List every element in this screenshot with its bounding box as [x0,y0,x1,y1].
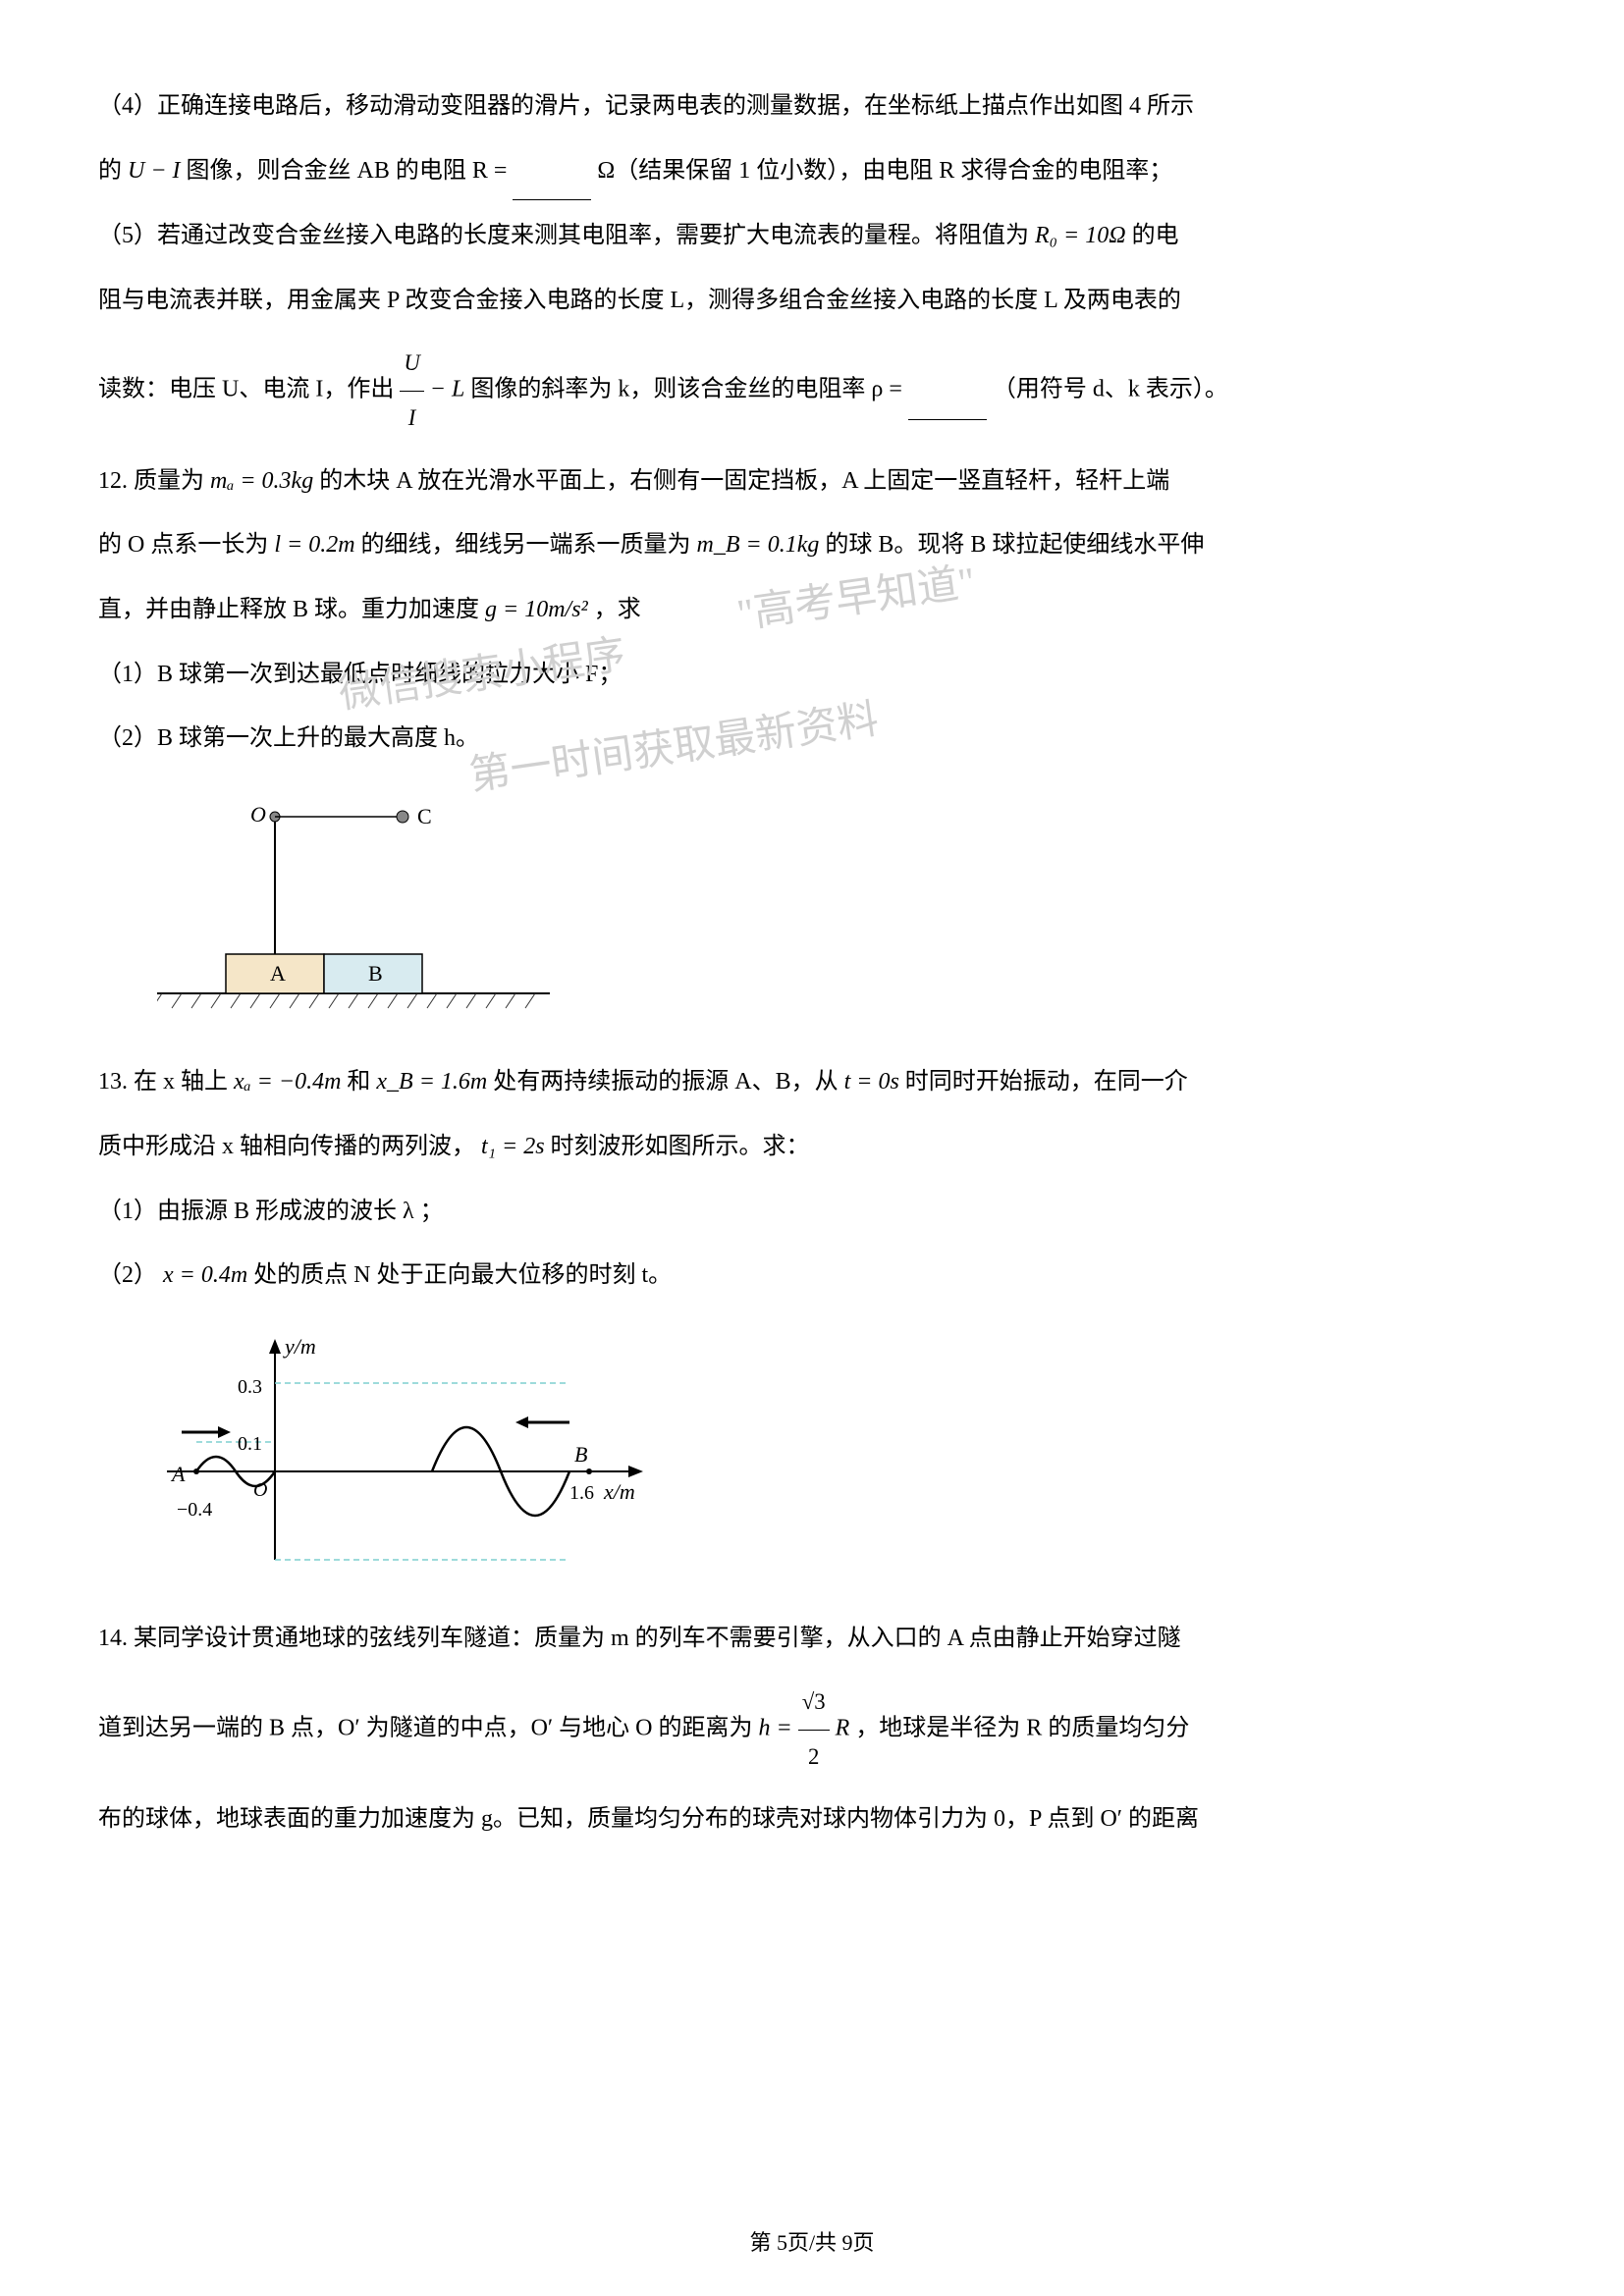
page-footer: 第 5页/共 9页 [0,2225,1624,2257]
q11-blank-R [513,143,591,201]
q13-A: A [170,1462,186,1486]
q13-xlabel: x/m [603,1479,635,1504]
q11-p5-line2: 阻与电流表并联，用金属夹 P 改变合金接入电路的长度 L，测得多组合金丝接入电路… [98,273,1526,330]
q12-p1a: 12. 质量为 [98,468,204,494]
q13-p2b: 时刻波形如图所示。求： [551,1134,810,1159]
q13-tick03: 0.3 [238,1376,262,1398]
q11-frac-den: I [400,392,423,446]
q12-sub1: （1）B 球第一次到达最低点时细线的拉力大小 F； [98,647,1526,704]
q12-p3a: 直，并由静止释放 B 球。重力加速度 [98,597,479,622]
q11-p4-line1: （4）正确连接电路后，移动滑动变阻器的滑片，记录两电表的测量数据，在坐标纸上描点… [98,79,1526,135]
q12-p2b: 的细线，细线另一端系一质量为 [361,532,691,558]
q11-ui-label: U − I [128,158,181,184]
q13-xA: xₐ = −0.4m [234,1069,341,1095]
q13-xn04: −0.4 [177,1499,212,1521]
q11-p4-c: 图像，则合金丝 AB 的电阻 R = [187,158,508,184]
q13-x16: 1.6 [569,1482,594,1504]
q13-svg: y/m x/m 0.3 0.1 O −0.4 1.6 A B [157,1324,668,1570]
q13-sub2a: （2） [98,1262,157,1288]
q12-l: l = 0.2m [274,532,354,558]
q12-p2c: 的球 B。现将 B 球拉起使细线水平伸 [825,532,1204,558]
q13-sub2: （2） x = 0.4m 处的质点 N 处于正向最大位移的时刻 t。 [98,1248,1526,1305]
q12-p2a: 的 O 点系一长为 [98,532,268,558]
q14-frac: √3 2 [798,1676,830,1784]
q14-line1: 14. 某同学设计贯通地球的弦线列车隧道：质量为 m 的列车不需要引擎，从入口的… [98,1611,1526,1668]
q12-label-B: B [368,961,383,986]
q13-ylabel: y/m [283,1334,316,1359]
q14-frac-num: √3 [798,1676,830,1731]
q11-p5-e: 图像的斜率为 k，则该合金丝的电阻率 ρ = [470,377,902,402]
q12-p3b: ，求 [594,597,641,622]
q13-p2a: 质中形成沿 x 轴相向传播的两列波， [98,1134,475,1159]
q12-mA: mₐ = 0.3kg [210,468,313,494]
q11-p4-b: 的 [98,158,122,184]
q14-heq: h = [759,1716,792,1741]
q11-p5-b: 的电 [1132,223,1179,248]
q14-line2: 道到达另一端的 B 点，O′ 为隧道的中点，O′ 与地心 O 的距离为 h = … [98,1676,1526,1784]
q12-p1b: 的木块 A 放在光滑水平面上，右侧有一固定挡板，A 上固定一竖直轻杆，轻杆上端 [319,468,1169,494]
q12-mB: m_B = 0.1kg [697,532,820,558]
q12-svg: A B O C [157,787,550,1013]
q13-tick01: 0.1 [238,1433,262,1455]
q13-p1b: 和 [347,1069,370,1095]
q12-line2: 的 O 点系一长为 l = 0.2m 的细线，细线另一端系一质量为 m_B = … [98,517,1526,574]
q11-frac-num: U [400,337,423,392]
q13-B: B [574,1442,587,1467]
q12-line1: 12. 质量为 mₐ = 0.3kg 的木块 A 放在光滑水平面上，右侧有一固定… [98,454,1526,510]
q11-p5-d: 读数：电压 U、电流 I，作出 [98,377,394,402]
q14-frac-den: 2 [798,1731,830,1785]
q11-p5-line1: （5）若通过改变合金丝接入电路的长度来测其电阻率，需要扩大电流表的量程。将阻值为… [98,208,1526,265]
q12-g: g = 10m/s² [485,597,588,622]
q13-p1c: 处有两持续振动的振源 A、B，从 [493,1069,838,1095]
q13-x04: x = 0.4m [163,1262,247,1288]
q12-diagram: A B O C [157,787,1526,1036]
q11-frac-UI: U I [400,337,423,445]
q13-xB: x_B = 1.6m [376,1069,487,1095]
q14-line3: 布的球体，地球表面的重力加速度为 g。已知，质量均匀分布的球壳对球内物体引力为 … [98,1791,1526,1848]
q11-p4-d: Ω（结果保留 1 位小数），由电阻 R 求得合金的电阻率； [597,158,1172,184]
q14-R: R [836,1716,850,1741]
q11-p5-f: （用符号 d、k 表示）。 [993,377,1228,402]
q12-label-O: O [250,802,266,827]
q11-blank-rho [908,362,987,420]
q14-p2a: 道到达另一端的 B 点，O′ 为隧道的中点，O′ 与地心 O 的距离为 [98,1716,753,1741]
q13-t0: t = 0s [844,1069,899,1095]
q11-minus-L: − L [430,377,465,402]
q12-label-A: A [270,961,286,986]
q12-line3: 直，并由静止释放 B 球。重力加速度 g = 10m/s² ，求 [98,582,1526,639]
q11-p5-line3: 读数：电压 U、电流 I，作出 U I − L 图像的斜率为 k，则该合金丝的电… [98,337,1526,445]
q13-p1d: 时同时开始振动，在同一介 [905,1069,1188,1095]
q12-sub2: （2）B 球第一次上升的最大高度 h。 [98,711,1526,768]
q11-r0: R₀ = 10Ω [1035,223,1126,248]
q13-p1a: 13. 在 x 轴上 [98,1069,228,1095]
q13-line1: 13. 在 x 轴上 xₐ = −0.4m 和 x_B = 1.6m 处有两持续… [98,1054,1526,1111]
q13-t1: t₁ = 2s [481,1134,545,1159]
q11-p4-line2: 的 U − I 图像，则合金丝 AB 的电阻 R = Ω（结果保留 1 位小数）… [98,143,1526,201]
q14-p2b: ，地球是半径为 R 的质量均匀分 [855,1716,1189,1741]
q12-label-C: C [417,804,432,828]
q13-line2: 质中形成沿 x 轴相向传播的两列波， t₁ = 2s 时刻波形如图所示。求： [98,1119,1526,1176]
q13-sub1: （1）由振源 B 形成波的波长 λ ； [98,1184,1526,1241]
q13-sub2b: 处的质点 N 处于正向最大位移的时刻 t。 [253,1262,672,1288]
q11-p5-a: （5）若通过改变合金丝接入电路的长度来测其电阻率，需要扩大电流表的量程。将阻值为 [98,223,1029,248]
q13-diagram: y/m x/m 0.3 0.1 O −0.4 1.6 A B [157,1324,1526,1592]
